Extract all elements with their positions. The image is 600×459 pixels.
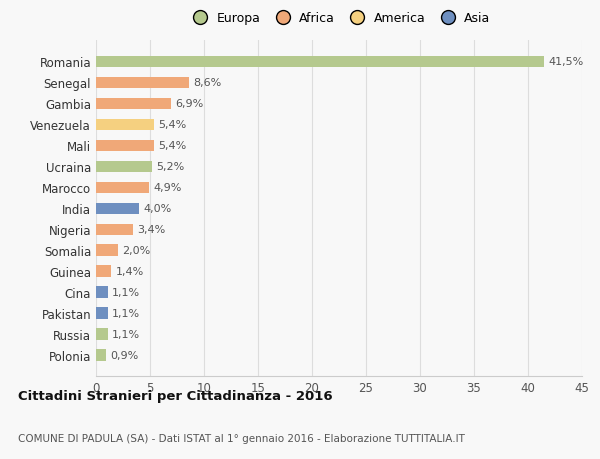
- Bar: [96, 182, 149, 194]
- Text: 1,1%: 1,1%: [112, 308, 140, 319]
- Text: 4,0%: 4,0%: [143, 204, 172, 214]
- Text: 6,9%: 6,9%: [175, 99, 203, 109]
- Text: 1,1%: 1,1%: [112, 288, 140, 297]
- Bar: [96, 287, 108, 298]
- Bar: [96, 78, 189, 89]
- Text: 41,5%: 41,5%: [548, 57, 584, 67]
- Text: 5,4%: 5,4%: [158, 120, 187, 130]
- Bar: [96, 161, 152, 173]
- Text: 1,1%: 1,1%: [112, 330, 140, 340]
- Bar: [96, 98, 170, 110]
- Bar: [96, 224, 133, 235]
- Bar: [96, 245, 118, 257]
- Bar: [96, 140, 154, 152]
- Legend: Europa, Africa, America, Asia: Europa, Africa, America, Asia: [182, 7, 496, 30]
- Text: 5,4%: 5,4%: [158, 141, 187, 151]
- Text: 0,9%: 0,9%: [110, 350, 138, 360]
- Bar: [96, 266, 111, 277]
- Text: COMUNE DI PADULA (SA) - Dati ISTAT al 1° gennaio 2016 - Elaborazione TUTTITALIA.: COMUNE DI PADULA (SA) - Dati ISTAT al 1°…: [18, 433, 465, 442]
- Bar: [96, 56, 544, 68]
- Text: 4,9%: 4,9%: [153, 183, 182, 193]
- Text: 5,2%: 5,2%: [157, 162, 185, 172]
- Bar: [96, 203, 139, 215]
- Text: 3,4%: 3,4%: [137, 225, 165, 235]
- Bar: [96, 119, 154, 131]
- Bar: [96, 308, 108, 319]
- Text: Cittadini Stranieri per Cittadinanza - 2016: Cittadini Stranieri per Cittadinanza - 2…: [18, 389, 332, 403]
- Bar: [96, 329, 108, 340]
- Text: 2,0%: 2,0%: [122, 246, 150, 256]
- Bar: [96, 350, 106, 361]
- Text: 8,6%: 8,6%: [193, 78, 221, 88]
- Text: 1,4%: 1,4%: [115, 267, 143, 277]
